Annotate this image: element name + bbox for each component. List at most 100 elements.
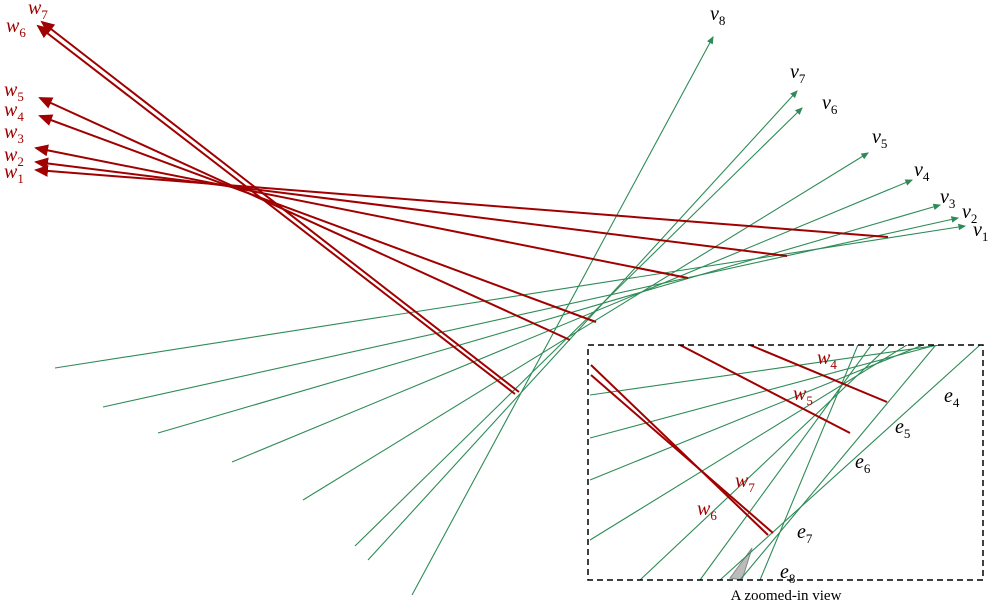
- v-label: v8: [710, 3, 725, 28]
- v-label-sub: 8: [719, 13, 726, 28]
- w-label-base: w: [4, 161, 18, 183]
- e-label-sub: 6: [864, 461, 871, 476]
- v-label-sub: 1: [982, 229, 989, 244]
- v-label-sub: 5: [881, 136, 888, 151]
- e-label-sub: 8: [789, 571, 796, 586]
- wedge: [729, 547, 753, 580]
- inset-v-line: [589, 345, 944, 396]
- v-line: [102, 216, 960, 408]
- inset-w-label-sub: 7: [748, 480, 755, 495]
- w-label: w6: [6, 15, 26, 40]
- e-label-sub: 4: [953, 395, 960, 410]
- v-label-base: v: [962, 201, 971, 223]
- w-label-sub: 1: [17, 171, 24, 186]
- v-line: [354, 107, 803, 547]
- e-label-base: e: [855, 451, 864, 473]
- w-label: w2: [4, 144, 24, 169]
- v-label: v7: [790, 61, 806, 86]
- v-line: [157, 203, 942, 434]
- v-label-base: v: [872, 126, 881, 148]
- w-line: [34, 157, 788, 257]
- w-label-sub: 6: [19, 25, 26, 40]
- v-label-sub: 6: [831, 102, 838, 117]
- w-line: [38, 114, 597, 323]
- w-line: [38, 97, 571, 341]
- v-line: [231, 179, 914, 463]
- inset-v-line: [639, 345, 891, 580]
- inset-frame: [587, 344, 984, 581]
- v-label-base: v: [940, 186, 949, 208]
- main-drawing: [34, 20, 967, 596]
- v-label-base: v: [790, 61, 799, 83]
- inset-w-line: [679, 345, 851, 434]
- v-label: v3: [940, 186, 955, 211]
- w-label-sub: 5: [17, 89, 24, 104]
- inset-w-label-base: w: [793, 383, 807, 405]
- v-label-base: v: [710, 3, 719, 25]
- e-label-base: e: [895, 416, 904, 438]
- e-label-sub: 7: [806, 531, 813, 546]
- w-label: w4: [4, 99, 24, 124]
- inset-v-line: [759, 345, 859, 580]
- inset-w-label: w5: [793, 383, 813, 408]
- e-label: e4: [944, 385, 960, 410]
- w-label-sub: 3: [17, 131, 24, 146]
- v-label: v4: [914, 159, 930, 184]
- w-label: w3: [4, 121, 24, 146]
- inset-drawing: [589, 345, 981, 580]
- e-label-base: e: [944, 385, 953, 407]
- v-label: v5: [872, 126, 887, 151]
- inset-w-label-sub: 4: [830, 357, 837, 372]
- w-line: [34, 164, 889, 238]
- w-label: w1: [4, 161, 24, 186]
- inset-w-label-sub: 6: [710, 508, 717, 523]
- e-label: e8: [780, 561, 795, 586]
- w-label-base: w: [4, 79, 18, 101]
- v-line: [367, 90, 798, 561]
- inset-v-line: [589, 345, 925, 481]
- v-label: v6: [822, 92, 838, 117]
- inset-w-label: w6: [697, 498, 717, 523]
- v-label: v1: [973, 219, 988, 244]
- w-label-sub: 2: [17, 154, 24, 169]
- inset-w-line: [749, 345, 888, 403]
- w-line: [36, 24, 516, 395]
- w-label-base: w: [4, 121, 18, 143]
- e-label: e7: [797, 521, 813, 546]
- inset-v-line: [589, 345, 908, 541]
- w-label-base: w: [4, 144, 18, 166]
- v-label-sub: 7: [799, 71, 806, 86]
- w-line: [40, 20, 520, 393]
- v-label: v2: [962, 201, 977, 226]
- e-label-sub: 5: [904, 426, 911, 441]
- v-label-base: v: [914, 159, 923, 181]
- inset-v-line: [719, 345, 981, 580]
- e-label: e6: [855, 451, 871, 476]
- e-label: e5: [895, 416, 910, 441]
- v-label-sub: 4: [923, 169, 930, 184]
- inset-w-label: w7: [735, 470, 755, 495]
- v-label-sub: 3: [949, 196, 956, 211]
- v-label-base: v: [822, 92, 831, 114]
- inset-v-line: [739, 345, 937, 580]
- w-label-base: w: [6, 15, 20, 37]
- inset-w-label: w4: [817, 347, 837, 372]
- v-label-sub: 2: [971, 211, 978, 226]
- inset-w-label-base: w: [697, 498, 711, 520]
- v-label-base: v: [973, 219, 982, 241]
- inset-w-label-base: w: [735, 470, 749, 492]
- w-label-sub: 7: [41, 7, 48, 22]
- inset-w-line: [590, 374, 774, 534]
- inset-w-line: [590, 364, 769, 536]
- w-label-sub: 4: [17, 109, 24, 124]
- inset-w-label-base: w: [817, 347, 831, 369]
- w-line: [34, 144, 689, 279]
- e-label-base: e: [797, 521, 806, 543]
- w-label: w5: [4, 79, 24, 104]
- caption: A zoomed-in view: [731, 588, 842, 604]
- inset-w-label-sub: 5: [806, 393, 813, 408]
- inset-v-line: [699, 345, 873, 580]
- w-label-base: w: [28, 0, 42, 19]
- w-label-base: w: [4, 99, 18, 121]
